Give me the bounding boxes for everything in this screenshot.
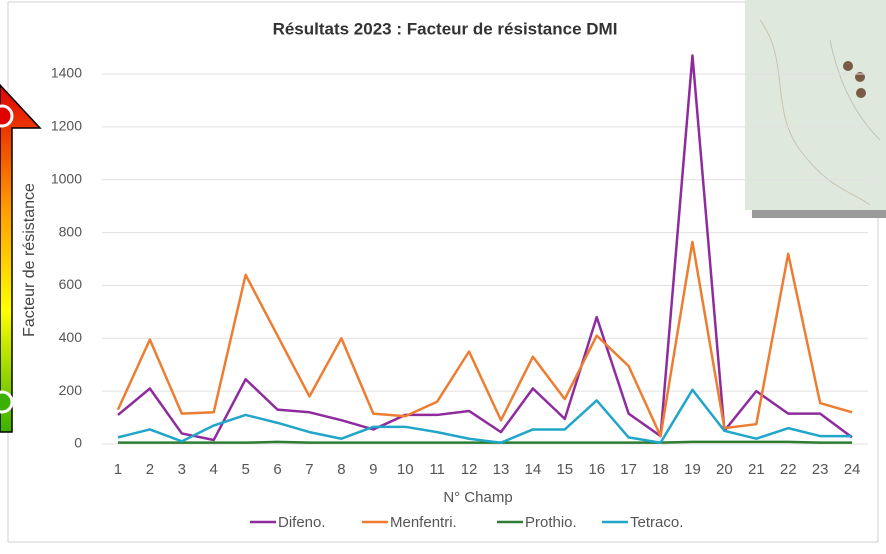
series-line bbox=[118, 442, 852, 443]
y-axis-label: Facteur de résistance bbox=[21, 183, 38, 337]
marker-green bbox=[0, 392, 12, 412]
map-pin bbox=[855, 72, 865, 82]
x-tick-label: 13 bbox=[493, 461, 510, 478]
x-tick-label: 16 bbox=[588, 461, 605, 478]
map-pin bbox=[856, 88, 866, 98]
x-axis-label: N° Champ bbox=[443, 489, 512, 506]
map-inset bbox=[745, 0, 886, 218]
chart-title: Résultats 2023 : Facteur de résistance D… bbox=[273, 19, 618, 38]
x-tick-label: 11 bbox=[429, 461, 445, 478]
y-tick-label: 400 bbox=[59, 329, 83, 345]
legend-label: Prothio. bbox=[525, 514, 577, 531]
marker-red bbox=[0, 106, 12, 126]
x-tick-label: 21 bbox=[748, 461, 765, 478]
y-tick-label: 200 bbox=[59, 382, 83, 398]
x-tick-label: 20 bbox=[716, 461, 733, 478]
x-tick-label: 6 bbox=[273, 461, 281, 478]
y-tick-label: 0 bbox=[74, 435, 82, 451]
x-tick-label: 5 bbox=[241, 461, 249, 478]
x-tick-label: 18 bbox=[652, 461, 669, 478]
x-tick-label: 9 bbox=[369, 461, 377, 478]
y-tick-label: 1400 bbox=[51, 65, 82, 81]
chart: Résultats 2023 : Facteur de résistance D… bbox=[0, 0, 886, 549]
x-tick-label: 3 bbox=[178, 461, 186, 478]
x-tick-label: 23 bbox=[812, 461, 829, 478]
map bbox=[745, 0, 886, 210]
x-tick-label: 10 bbox=[397, 461, 414, 478]
x-tick-label: 19 bbox=[684, 461, 701, 478]
x-tick-label: 15 bbox=[556, 461, 573, 478]
x-tick-label: 1 bbox=[114, 461, 122, 478]
x-tick-label: 24 bbox=[844, 461, 861, 478]
x-tick-label: 4 bbox=[210, 461, 218, 478]
y-tick-label: 600 bbox=[59, 276, 83, 292]
x-tick-label: 2 bbox=[146, 461, 154, 478]
y-tick-label: 800 bbox=[59, 223, 83, 239]
x-tick-label: 14 bbox=[525, 461, 542, 478]
y-tick-label: 1200 bbox=[51, 118, 82, 134]
x-tick-label: 17 bbox=[620, 461, 637, 478]
y-tick-label: 1000 bbox=[51, 170, 82, 186]
map-pin bbox=[843, 61, 853, 71]
legend-label: Difeno. bbox=[278, 514, 326, 531]
x-tick-label: 22 bbox=[780, 461, 797, 478]
x-tick-label: 7 bbox=[305, 461, 313, 478]
legend-label: Menfentri. bbox=[390, 514, 457, 531]
legend-label: Tetraco. bbox=[630, 514, 683, 531]
x-tick-label: 12 bbox=[461, 461, 478, 478]
x-tick-label: 8 bbox=[337, 461, 345, 478]
